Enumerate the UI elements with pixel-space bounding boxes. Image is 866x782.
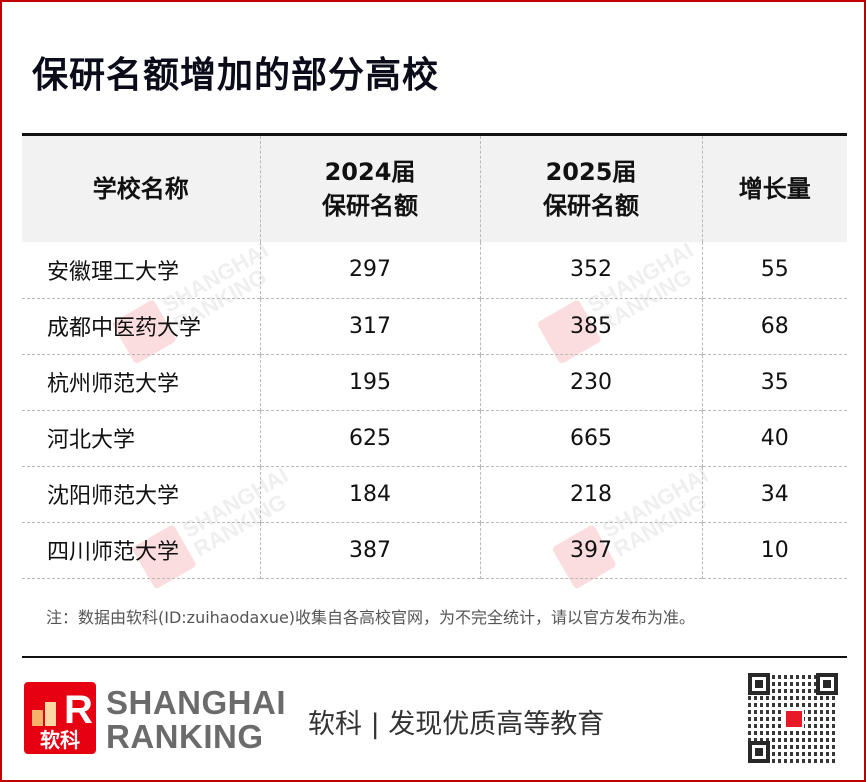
table-row: 河北大学 625 665 40	[22, 410, 847, 466]
cell-2024: 625	[259, 410, 480, 466]
cell-growth: 34	[701, 466, 847, 522]
cell-school: 沈阳师范大学	[47, 484, 180, 509]
table-row: 成都中医药大学 317 385 68	[22, 298, 847, 354]
cell-2025: 218	[479, 466, 702, 522]
table-header-row: 学校名称 2024届 保研名额 2025届 保研名额 增长量	[22, 136, 847, 242]
page-title: 保研名额增加的部分高校	[32, 55, 440, 96]
cell-2025: 397	[479, 522, 702, 578]
quota-table: 学校名称 2024届 保研名额 2025届 保研名额 增长量 安徽理工大学 297 …	[22, 133, 847, 579]
cell-school: 杭州师范大学	[47, 372, 180, 397]
qr-code-icon	[748, 673, 838, 763]
cell-school: 成都中医药大学	[47, 316, 202, 341]
footer-divider	[22, 656, 847, 658]
cell-2025: 352	[479, 242, 702, 298]
cell-growth: 55	[701, 242, 847, 298]
brand-name: SHANGHAI RANKING	[106, 684, 287, 755]
qr-logo-icon	[784, 709, 804, 729]
table-row: 杭州师范大学 195 230 35	[22, 354, 847, 410]
cell-2024: 387	[259, 522, 480, 578]
cell-growth: 35	[701, 354, 847, 410]
cell-2024: 297	[259, 242, 480, 298]
cell-2024: 184	[259, 466, 480, 522]
cell-growth: 40	[701, 410, 847, 466]
cell-school: 河北大学	[47, 428, 136, 453]
table-row: 安徽理工大学 297 352 55	[22, 242, 847, 298]
cell-2025: 385	[479, 298, 702, 354]
footnote: 注：数据由软科(ID:zuihaodaxue)收集自各高校官网，为不完全统计，请…	[46, 608, 696, 627]
cell-2025: 230	[479, 354, 702, 410]
table-row: 四川师范大学 387 397 10	[22, 522, 847, 578]
cell-school: 四川师范大学	[47, 540, 180, 565]
shanghai-ranking-logo-icon: R 软科	[24, 682, 96, 754]
slogan: 软科 | 发现优质高等教育	[308, 709, 605, 740]
header-school: 学校名称	[92, 175, 189, 203]
cell-2024: 317	[259, 298, 480, 354]
table-row: 沈阳师范大学 184 218 34	[22, 466, 847, 522]
cell-2025: 665	[479, 410, 702, 466]
cell-2024: 195	[259, 354, 480, 410]
cell-growth: 10	[701, 522, 847, 578]
header-2024-quota: 2024届 保研名额	[259, 136, 480, 242]
cell-growth: 68	[701, 298, 847, 354]
header-2025-quota: 2025届 保研名额	[479, 136, 702, 242]
header-growth: 增长量	[701, 136, 847, 242]
cell-school: 安徽理工大学	[47, 259, 180, 285]
